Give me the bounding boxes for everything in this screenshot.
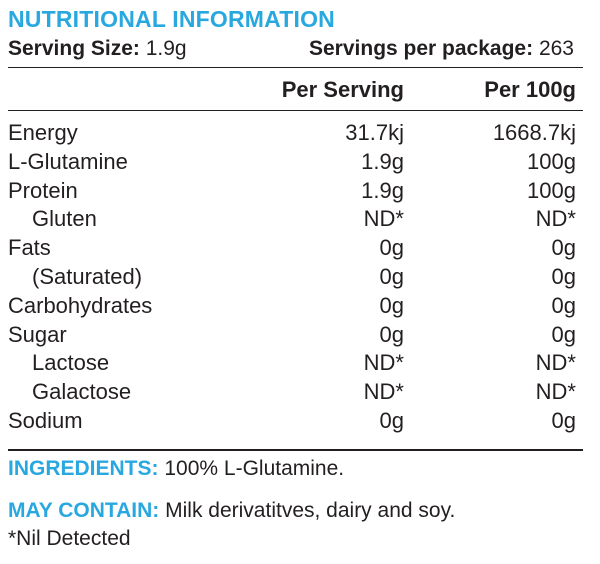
nutrient-label: Galactose <box>32 379 132 405</box>
per-100g-value: 0g <box>551 407 576 433</box>
divider-top <box>8 67 583 68</box>
per-100g-value: 0g <box>551 263 576 289</box>
table-row: Lactose ND* ND* <box>0 349 600 378</box>
per-100g-value: 1668.7kj <box>492 120 576 145</box>
per-serving-value: 0g <box>379 407 404 433</box>
column-header-per-100g: Per 100g <box>484 77 576 102</box>
ingredients-label: INGREDIENTS: <box>8 457 159 480</box>
nutrient-label: Gluten <box>32 206 97 232</box>
per-100g-value: 0g <box>551 321 576 347</box>
serving-info: Serving Size: 1.9g Servings per package:… <box>8 37 574 61</box>
table-row: (Saturated) 0g 0g <box>0 263 600 292</box>
per-100g-value: 100g <box>527 177 576 203</box>
panel-title: NUTRITIONAL INFORMATION <box>8 6 335 32</box>
nutrient-label: Carbohydrates <box>8 292 153 318</box>
servings-per-package-value: 263 <box>538 37 574 60</box>
nutrient-label: Fats <box>8 235 51 261</box>
table-row: Carbohydrates 0g 0g <box>0 292 600 321</box>
divider-header <box>8 110 583 111</box>
per-serving-value: 1.9g <box>361 177 404 203</box>
per-serving-value: ND* <box>363 350 404 376</box>
may-contain-text: Milk derivatitves, dairy and soy. <box>159 499 456 522</box>
per-serving-value: ND* <box>363 206 404 232</box>
per-serving-value: 0g <box>379 235 404 261</box>
nutrient-label: L-Glutamine <box>8 148 128 174</box>
per-100g-value: ND* <box>535 206 576 232</box>
per-serving-value: 0g <box>379 321 404 347</box>
per-100g-value: 100g <box>527 148 576 174</box>
serving-size-value: 1.9g <box>145 37 187 60</box>
per-serving-value: 1.9g <box>361 148 404 174</box>
nutrient-label: Protein <box>8 177 78 203</box>
table-row: Fats 0g 0g <box>0 234 600 263</box>
per-100g-value: ND* <box>535 350 576 376</box>
table-row: Sugar 0g 0g <box>0 321 600 350</box>
table-row: Sodium 0g 0g <box>0 407 600 436</box>
per-100g-value: 0g <box>551 235 576 261</box>
per-serving-value: 31.7kj <box>345 120 404 145</box>
table-row: Protein 1.9g 100g <box>0 177 600 206</box>
nutrient-label: Energy <box>8 120 78 145</box>
nutrient-label: Sugar <box>8 321 67 347</box>
ingredients-line: INGREDIENTS: 100% L-Glutamine. <box>8 457 344 481</box>
servings-per-package: Servings per package: 263 <box>309 37 574 61</box>
column-header-per-serving: Per Serving <box>281 77 404 102</box>
nutrient-label: (Saturated) <box>32 263 143 289</box>
table-row: Galactose ND* ND* <box>0 378 600 407</box>
may-contain-label: MAY CONTAIN: <box>8 499 160 522</box>
nutrient-label: Sodium <box>8 407 83 433</box>
table-row: Gluten ND* ND* <box>0 205 600 234</box>
divider-bottom <box>8 449 583 451</box>
table-row: Energy 31.7kj 1668.7kj <box>0 119 600 148</box>
table-row: L-Glutamine 1.9g 100g <box>0 148 600 177</box>
ingredients-text: 100% L-Glutamine. <box>158 457 345 480</box>
serving-size: Serving Size: 1.9g <box>8 37 187 61</box>
may-contain-line: MAY CONTAIN: Milk derivatitves, dairy an… <box>8 499 455 523</box>
per-serving-value: ND* <box>363 379 404 405</box>
per-serving-value: 0g <box>379 263 404 289</box>
per-100g-value: 0g <box>551 292 576 318</box>
per-100g-value: ND* <box>535 379 576 405</box>
servings-per-package-label: Servings per package: <box>309 37 534 60</box>
per-serving-value: 0g <box>379 292 404 318</box>
nutrient-table: Energy 31.7kj 1668.7kj L-Glutamine 1.9g … <box>0 119 600 436</box>
serving-size-label: Serving Size: <box>8 37 140 60</box>
footnote: *Nil Detected <box>8 527 131 550</box>
nutrient-label: Lactose <box>32 350 110 376</box>
